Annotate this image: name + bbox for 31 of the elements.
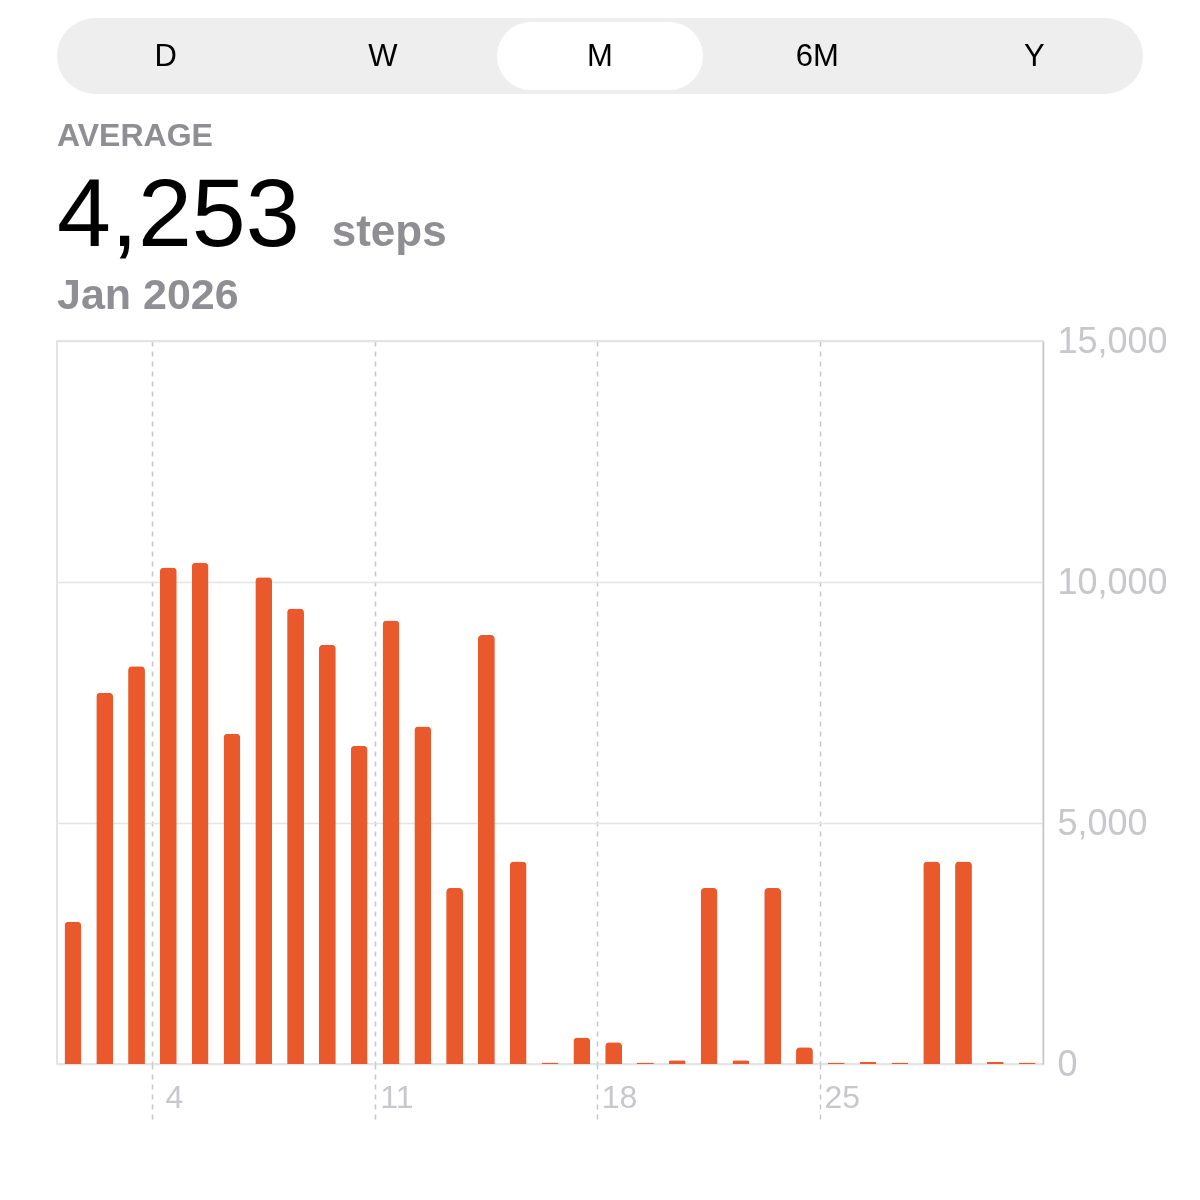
x-tick-label: 4 [165, 1078, 184, 1115]
y-tick-label: 0 [1057, 1042, 1078, 1084]
y-tick-label: 10,000 [1057, 560, 1168, 602]
bar [764, 888, 782, 1064]
chart-title: 4,253 [57, 158, 300, 267]
bar [159, 567, 177, 1064]
bar [477, 635, 495, 1064]
x-tick-label: 11 [380, 1078, 414, 1115]
bar [350, 745, 368, 1064]
chart-subtitle: Jan 2026 [57, 270, 239, 318]
bar [700, 888, 718, 1064]
x-tick-label: 18 [601, 1078, 638, 1115]
bar [191, 562, 209, 1064]
text: AVERAGE [57, 117, 213, 153]
bar [223, 733, 241, 1064]
bar [255, 577, 273, 1064]
text: steps [331, 206, 447, 255]
bar [923, 861, 941, 1064]
x-tick-label: 25 [824, 1078, 861, 1115]
bar [573, 1037, 591, 1064]
bar [446, 888, 464, 1064]
bar [64, 921, 82, 1064]
bar [382, 620, 400, 1064]
bar [318, 644, 336, 1064]
y-tick-label: 5,000 [1057, 801, 1148, 843]
bar [414, 726, 432, 1064]
bar [96, 692, 114, 1064]
bar [509, 861, 527, 1064]
bar [605, 1042, 623, 1064]
segmented-control: D W M 6M Y [57, 18, 1143, 94]
y-tick-label: 15,000 [1057, 319, 1168, 361]
